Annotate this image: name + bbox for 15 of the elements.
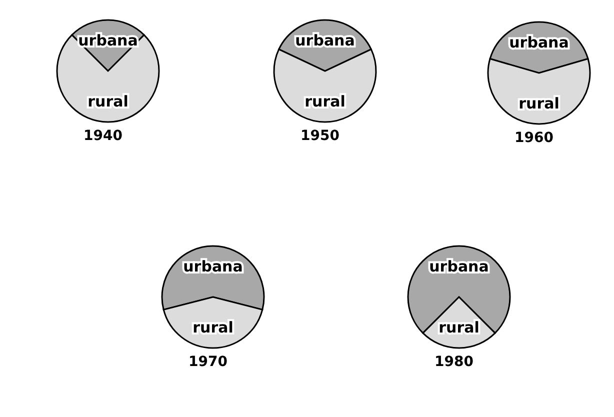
slice-label: rural	[192, 318, 234, 337]
text: 1980	[434, 354, 474, 370]
slice-label: urbana	[509, 33, 569, 52]
text: 1960	[514, 130, 554, 146]
text: 1970	[188, 354, 228, 370]
slice-label: urbana	[429, 257, 489, 276]
slice-label: rural	[88, 92, 128, 111]
text: 1940	[82, 128, 124, 144]
slice-label: urbana	[78, 31, 138, 50]
slice-label: rural	[304, 92, 346, 111]
slice-label: urbana	[295, 31, 355, 50]
slice-label: urbana	[183, 257, 243, 276]
slice-label: rural	[438, 318, 480, 337]
slice-label: rural	[518, 94, 560, 113]
text: 1950	[300, 128, 340, 144]
